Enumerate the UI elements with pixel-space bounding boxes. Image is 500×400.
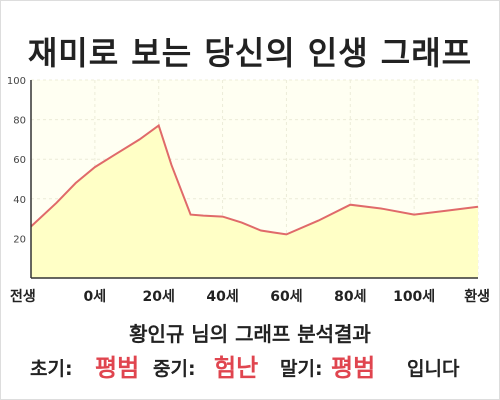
x-tick-label: 전생 [10,288,36,305]
late-value: 평범 [331,354,376,382]
early-label: 초기: [30,358,73,380]
y-tick-label: 60 [13,155,26,166]
y-tick-label: 40 [13,195,26,206]
late-label: 말기: [280,358,323,380]
x-tick-label: 0세 [84,289,107,305]
y-tick-label: 20 [13,234,26,245]
x-tick-label: 80세 [334,289,366,305]
early-value: 평범 [95,354,140,382]
result-heading: 황인규 님의 그래프 분석결과 [129,322,371,346]
x-tick-labels: 전생 0세 20세 40세 60세 80세 100세 환생 [10,288,490,305]
ending-text: 입니다 [407,358,460,380]
y-tick-labels: 20 40 60 80 100 [7,76,26,245]
x-tick-label: 100세 [393,289,435,305]
area-fill [31,125,478,278]
y-tick-label: 100 [7,76,26,87]
series-line [30,123,479,236]
mid-label: 중기: [153,358,196,380]
y-tick-label: 80 [13,116,26,127]
x-tick-label: 환생 [464,288,490,305]
result-summary: 초기: 평범 중기: 험난 말기: 평범 입니다 [0,346,500,382]
life-graph-chart: 20 40 60 80 100 전생 0세 20세 40세 60세 80세 100세 환생 [7,76,490,305]
x-tick-label: 40세 [206,289,238,305]
x-tick-label: 20세 [143,289,175,305]
page-title: 재미로 보는 당신의 인생 그래프 [27,34,473,72]
x-tick-label: 60세 [270,289,302,305]
mid-value: 험난 [214,354,259,382]
